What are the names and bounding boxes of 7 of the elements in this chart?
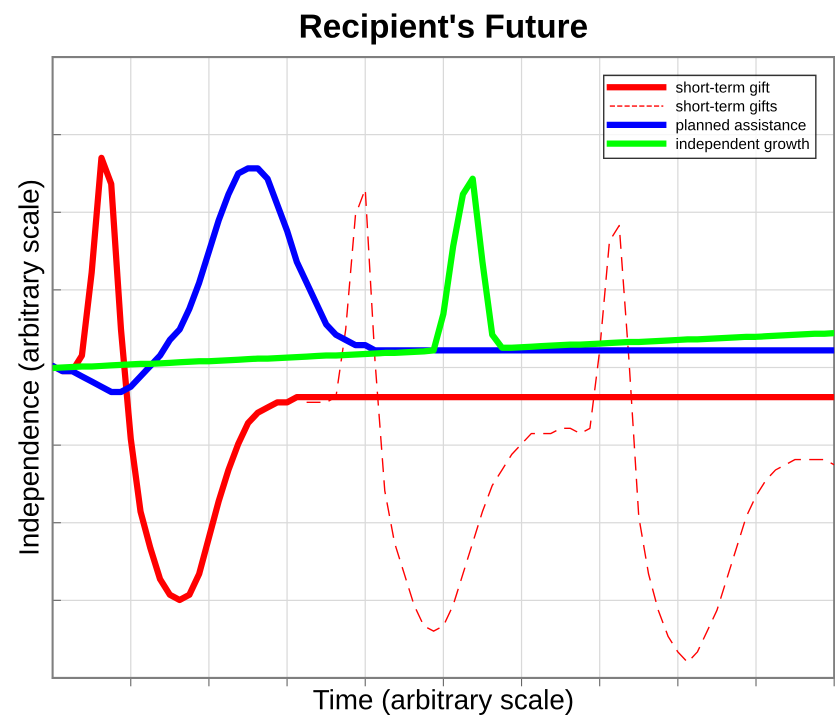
y-axis-title: Independence (arbitrary scale) (18, 180, 44, 554)
x-axis-title: Time (arbitrary scale) (313, 689, 572, 715)
chart-title: Recipient's Future (300, 13, 587, 45)
legend-label: independent growth (676, 138, 809, 152)
legend-label: planned assistance (676, 119, 806, 134)
legend-label: short-term gift (676, 81, 770, 96)
legend-label: short-term gifts (676, 100, 777, 115)
